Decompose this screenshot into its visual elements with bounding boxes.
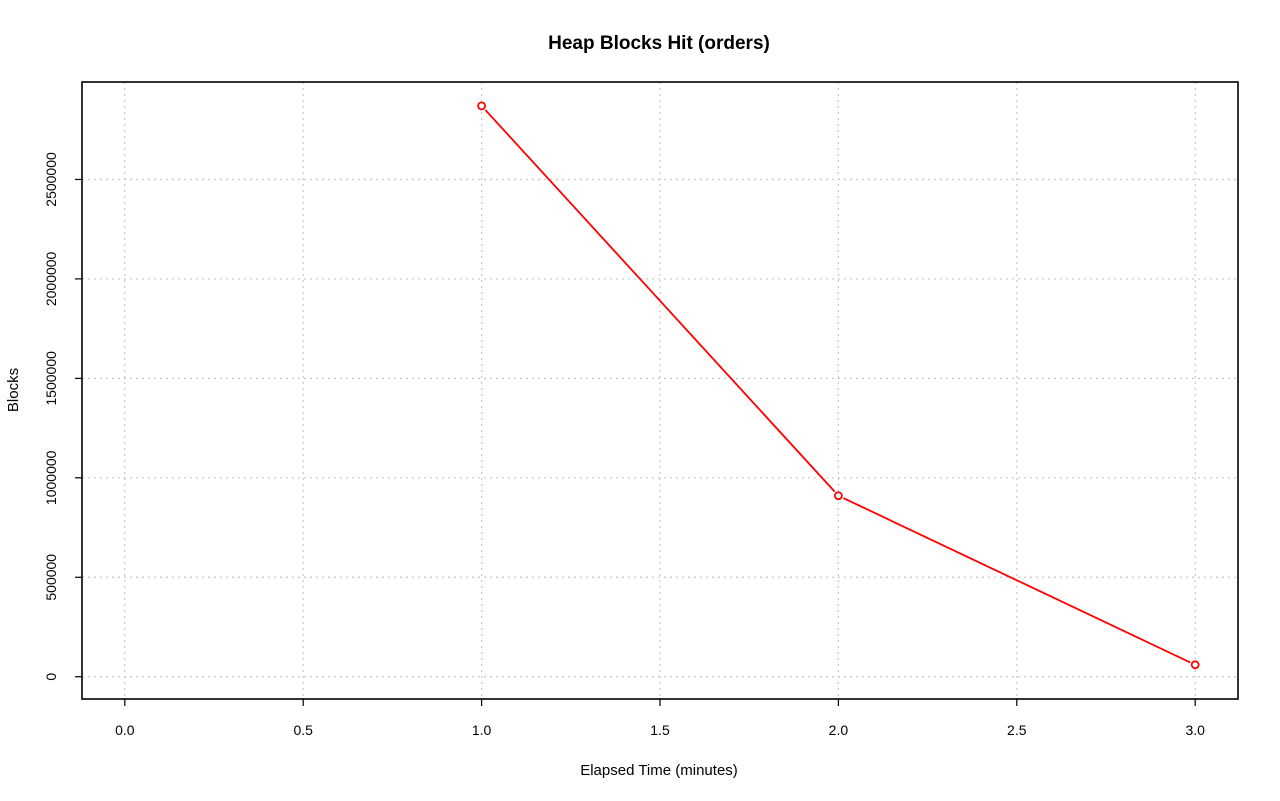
y-tick-label: 2000000: [43, 251, 59, 306]
y-tick-label: 1000000: [43, 450, 59, 505]
chart-title: Heap Blocks Hit (orders): [548, 33, 770, 54]
y-tick-label: 2500000: [43, 152, 59, 207]
y-axis: 0 500000 1000000 1500000 2000000 2500000: [43, 152, 82, 681]
data-point-marker: [477, 101, 487, 111]
x-tick-label: 2.0: [829, 722, 849, 738]
y-tick-label: 1500000: [43, 351, 59, 406]
x-tick-label: 3.0: [1185, 722, 1205, 738]
x-tick-label: 1.5: [650, 722, 670, 738]
y-axis-title: Blocks: [5, 368, 22, 412]
y-tick-label: 0: [43, 673, 59, 681]
y-tick-label: 500000: [43, 554, 59, 601]
series-line-segment: [842, 497, 1191, 664]
grid: [82, 82, 1238, 699]
series-layer: [477, 101, 1200, 670]
x-tick-label: 0.5: [293, 722, 313, 738]
x-tick-label: 0.0: [115, 722, 135, 738]
data-point-marker: [833, 491, 843, 501]
x-axis-title: Elapsed Time (minutes): [580, 762, 738, 779]
series-line-segment: [484, 109, 836, 493]
plot-frame: [81, 81, 1239, 700]
x-tick-label: 1.0: [472, 722, 492, 738]
data-point-marker: [1190, 660, 1200, 670]
x-axis: 0.0 0.5 1.0 1.5 2.0 2.5 3.0: [115, 699, 1205, 738]
x-tick-label: 2.5: [1007, 722, 1027, 738]
